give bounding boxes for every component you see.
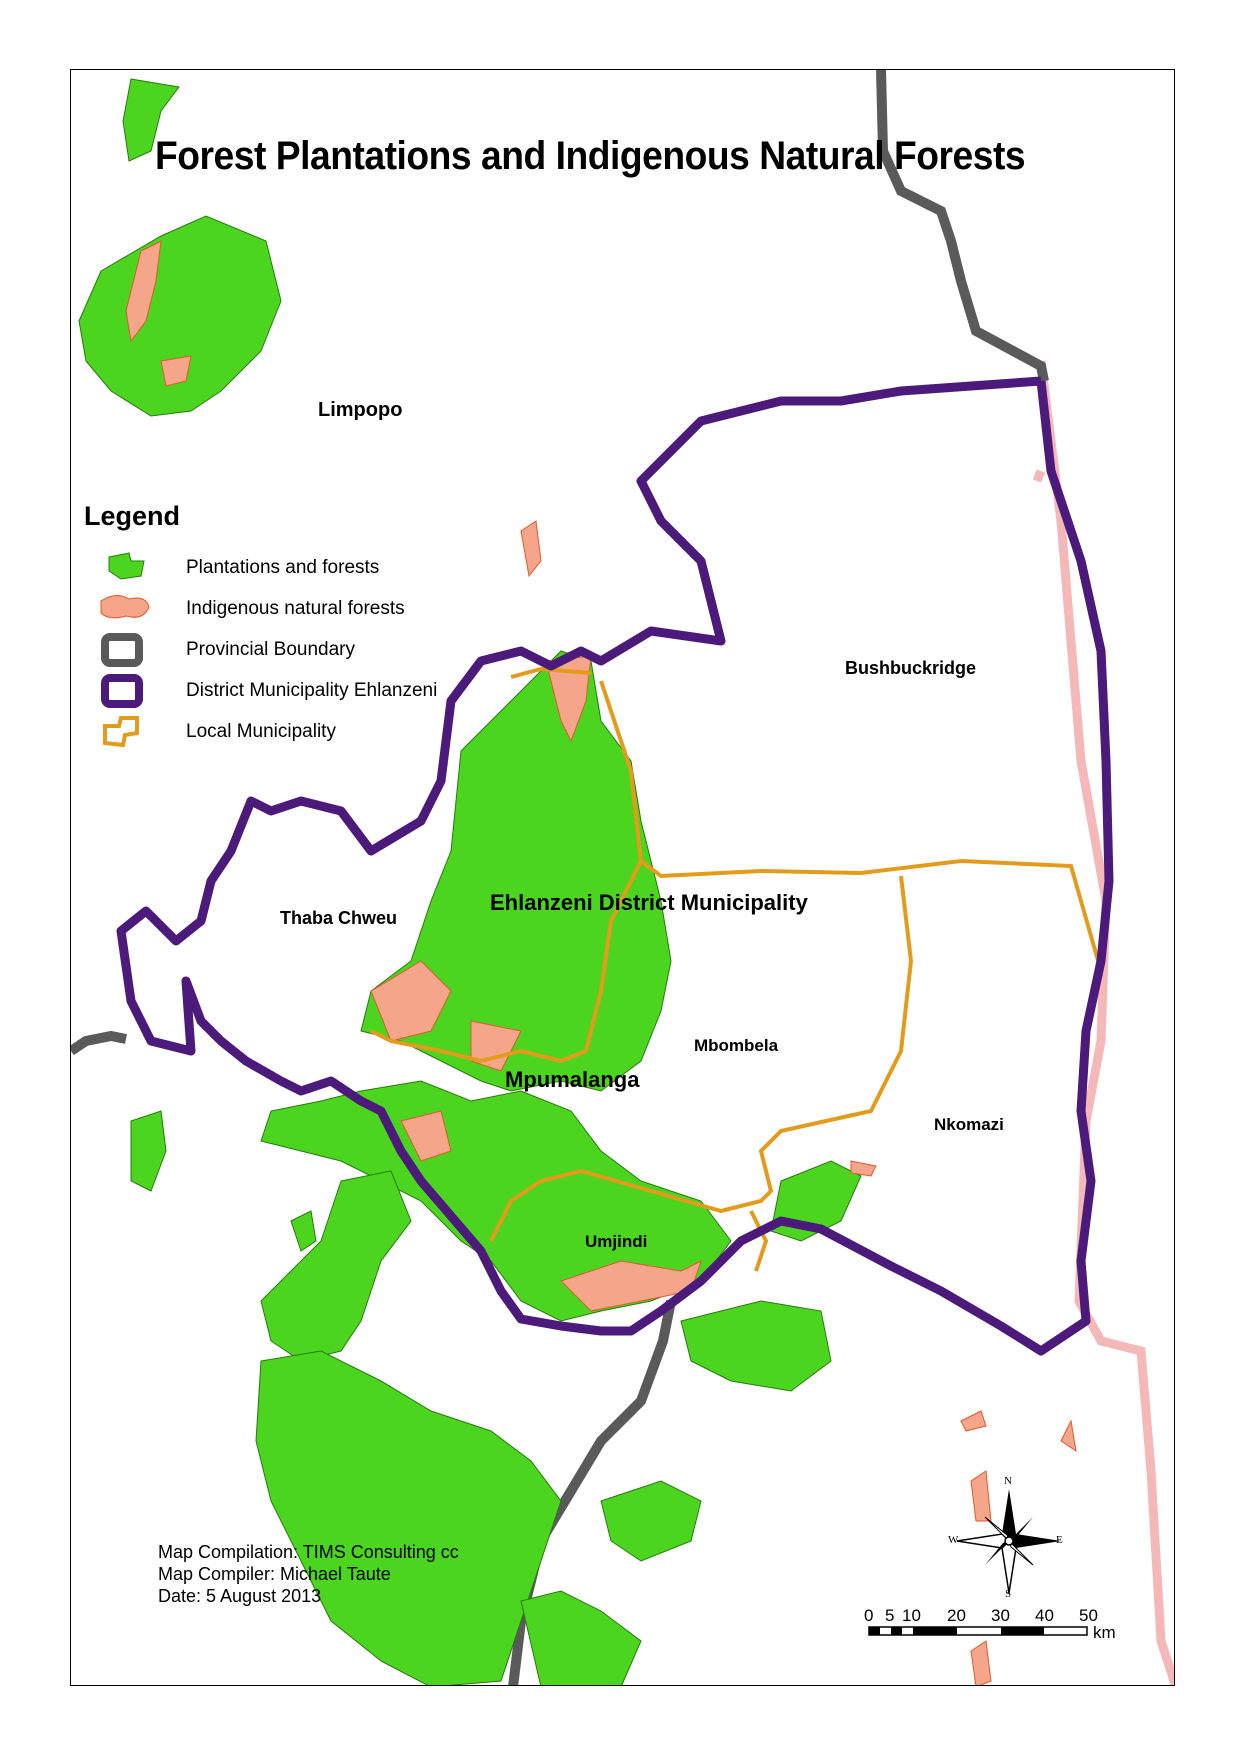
scale-tick-40: 40 <box>1035 1606 1054 1625</box>
indigenous-swatch <box>100 595 150 619</box>
compass-n: N <box>1004 1475 1012 1487</box>
legend-label-plantations: Plantations and forests <box>186 557 380 578</box>
compass-e: E <box>1056 1534 1063 1546</box>
scale-tick-0: 0 <box>864 1606 874 1625</box>
scale-tick-20: 20 <box>947 1606 966 1625</box>
label-bushbuckridge: Bushbuckridge <box>845 658 977 678</box>
credit-date: Date: 5 August 2013 <box>158 1586 322 1606</box>
scale-tick-10: 10 <box>902 1606 921 1625</box>
district-boundary <box>116 376 1114 1356</box>
map-canvas <box>71 70 1174 1685</box>
label-thaba-chweu: Thaba Chweu <box>280 908 398 928</box>
label-nkomazi: Nkomazi <box>934 1115 1004 1134</box>
scale-tick-30: 30 <box>991 1606 1010 1625</box>
label-umjindi: Umjindi <box>585 1232 648 1251</box>
legend-title: Legend <box>84 501 181 531</box>
scale-bar <box>868 1626 1088 1636</box>
plantation-swatch <box>108 552 145 580</box>
map-frame: Forest Plantations and Indigenous Natura… <box>70 69 1175 1686</box>
local-municipality-swatch <box>103 716 139 748</box>
compass-rose <box>956 1489 1061 1594</box>
provincial-boundary-west <box>71 1030 127 1056</box>
map-title: Forest Plantations and Indigenous Natura… <box>155 134 1026 178</box>
district-boundary-swatch <box>101 674 143 708</box>
international-boundary <box>1036 360 1174 1685</box>
indigenous-forest-areas <box>125 240 1077 1685</box>
label-limpopo: Limpopo <box>318 399 403 421</box>
scale-tick-50: 50 <box>1079 1606 1098 1625</box>
credit-compilation: Map Compilation: TIMS Consulting cc <box>158 1542 459 1562</box>
local-municipality-boundaries <box>370 666 1103 1272</box>
scale-tick-5: 5 <box>885 1606 895 1625</box>
label-ehlanzeni: Ehlanzeni District Municipality <box>490 890 808 915</box>
provincial-boundary-swatch <box>101 633 143 667</box>
compass-w: W <box>948 1534 959 1546</box>
plantation-areas <box>78 78 862 1685</box>
provincial-boundary-north <box>876 70 1049 382</box>
legend-label-indigenous: Indigenous natural forests <box>186 598 405 619</box>
credit-compiler: Map Compiler: Michael Taute <box>158 1564 391 1584</box>
legend-label-provincial: Provincial Boundary <box>186 639 355 660</box>
label-mbombela: Mbombela <box>694 1036 779 1055</box>
legend-label-district: District Municipality Ehlanzeni <box>186 680 438 701</box>
legend-label-local: Local Municipality <box>186 721 336 742</box>
compass-s: S <box>1005 1588 1012 1600</box>
legend-swatches <box>100 552 150 748</box>
scale-unit: km <box>1093 1623 1116 1642</box>
label-mpumalanga: Mpumalanga <box>505 1067 640 1092</box>
